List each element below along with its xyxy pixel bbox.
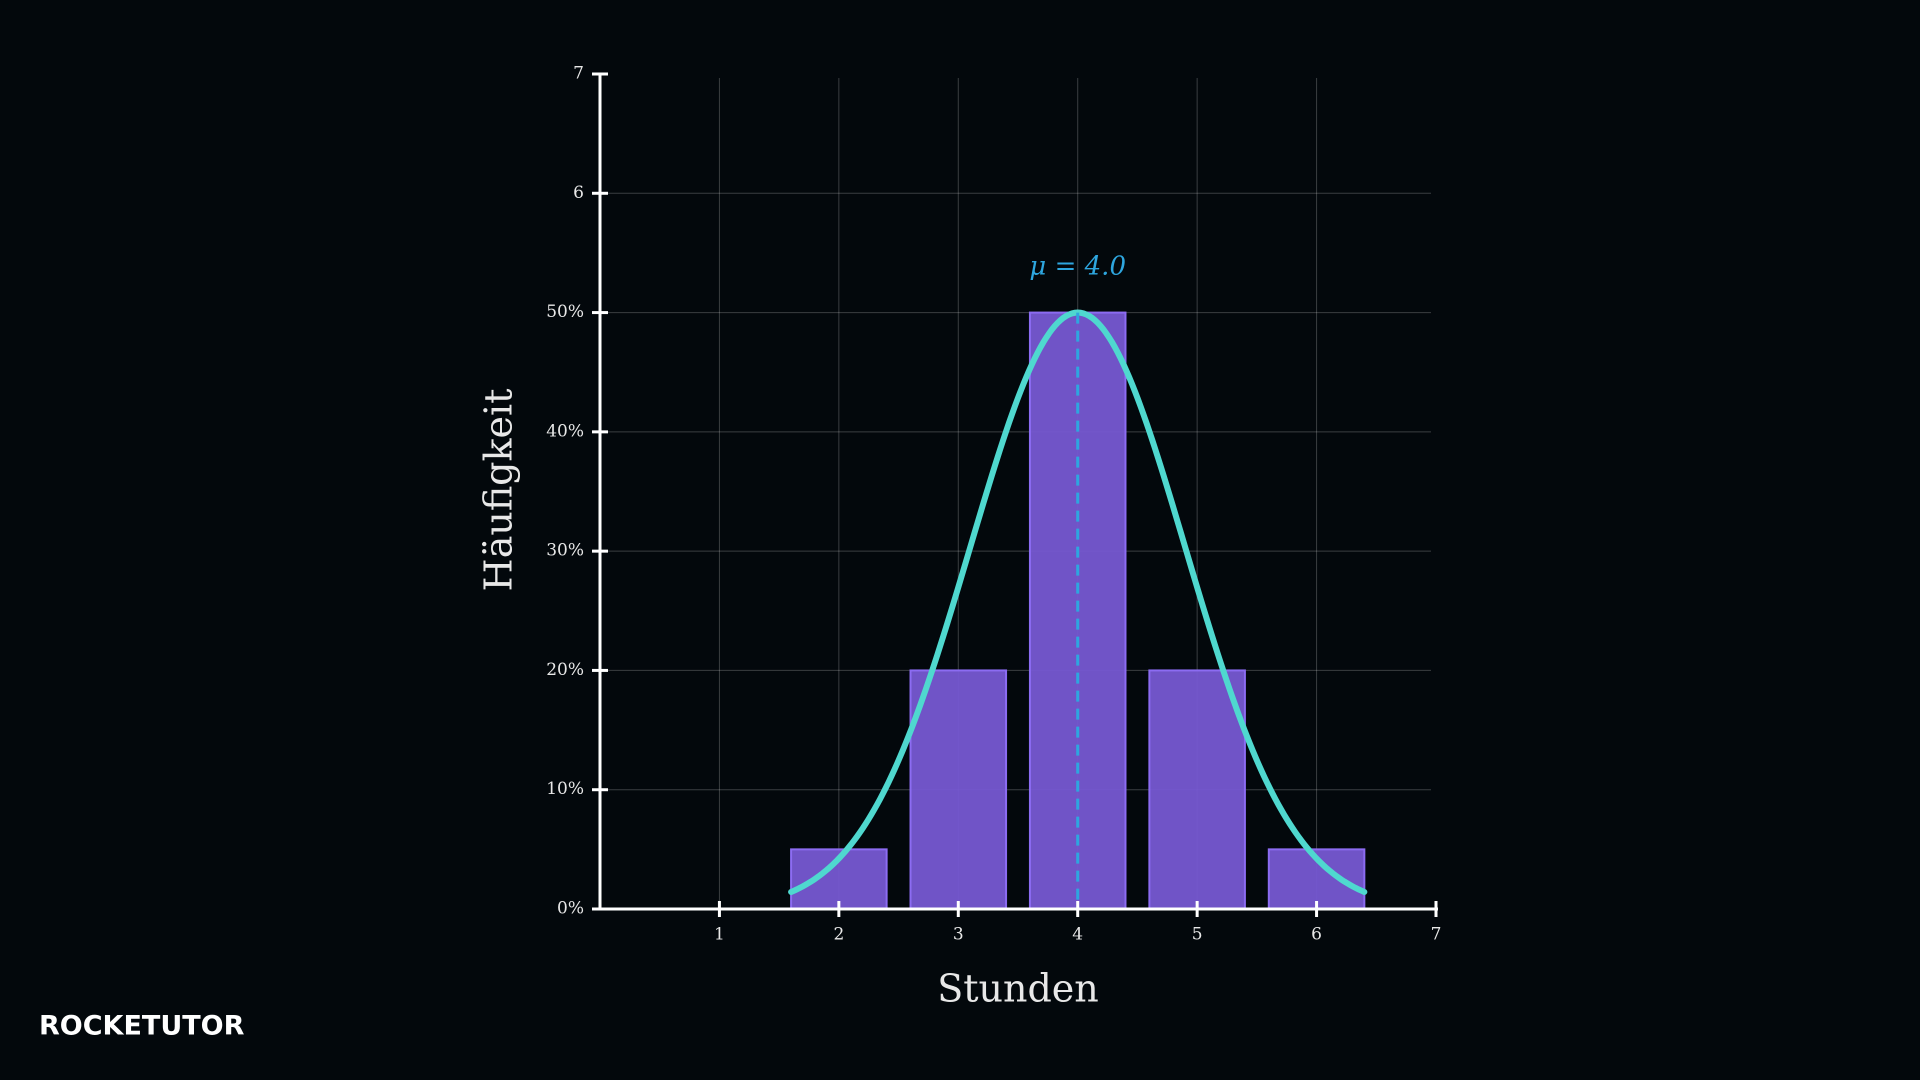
bar [909,669,1008,911]
y-tick-label: 50% [546,302,584,322]
y-tick-label: 20% [546,660,584,680]
bar [1148,669,1246,911]
annotation: μ = 4.0 [1029,252,1126,282]
x-axis-label: Stunden [937,967,1099,1011]
x-tick-label: 4 [1072,925,1083,945]
y-tick-label: 7 [573,64,584,84]
x-tick-label: 5 [1192,925,1203,945]
x-tick-label: 7 [1431,925,1442,945]
x-tick-label: 1 [714,925,725,945]
y-tick-label: 30% [546,541,584,561]
x-tick-label: 2 [833,925,844,945]
fit-curve [788,309,1368,895]
logo: ROCKETUTOR [39,1011,245,1042]
y-axis-label: Häufigkeit [477,389,521,592]
y-tick-label: 10% [546,779,584,799]
y-tick-label: 6 [573,183,584,203]
y-tick-label: 40% [546,421,584,441]
y-tick-label: 0% [557,899,584,919]
x-tick-label: 3 [953,925,964,945]
x-tick-label: 6 [1311,925,1322,945]
